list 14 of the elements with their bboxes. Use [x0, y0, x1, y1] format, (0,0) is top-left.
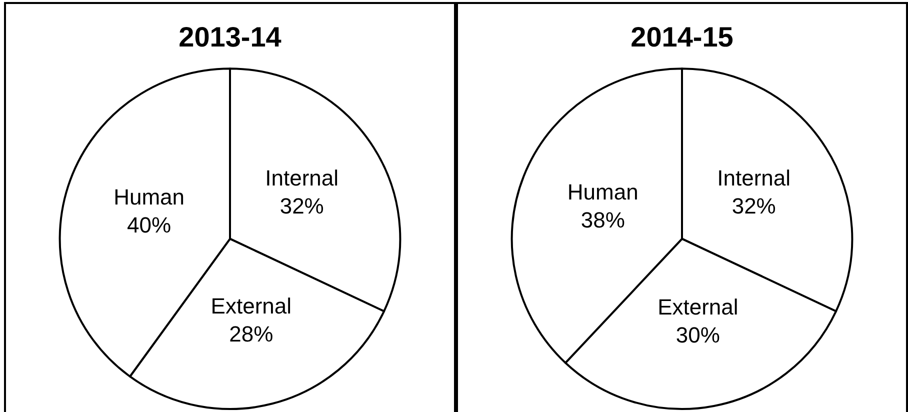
chart-title: 2013-14 — [178, 22, 282, 53]
slice-label: Human — [114, 184, 185, 210]
data-label: 28% — [229, 321, 274, 346]
slice-label: Internal — [717, 165, 791, 190]
data-label: 32% — [280, 193, 324, 218]
slice-label: Internal — [265, 165, 339, 190]
data-label: 38% — [580, 208, 625, 233]
data-label: 40% — [127, 212, 172, 238]
slice-label: External — [210, 293, 292, 318]
data-label: 30% — [676, 322, 720, 348]
slice-label: Human — [567, 180, 638, 205]
slice-label: External — [658, 294, 738, 320]
chart-title: 2014-15 — [630, 22, 734, 53]
data-label: 32% — [732, 193, 776, 218]
